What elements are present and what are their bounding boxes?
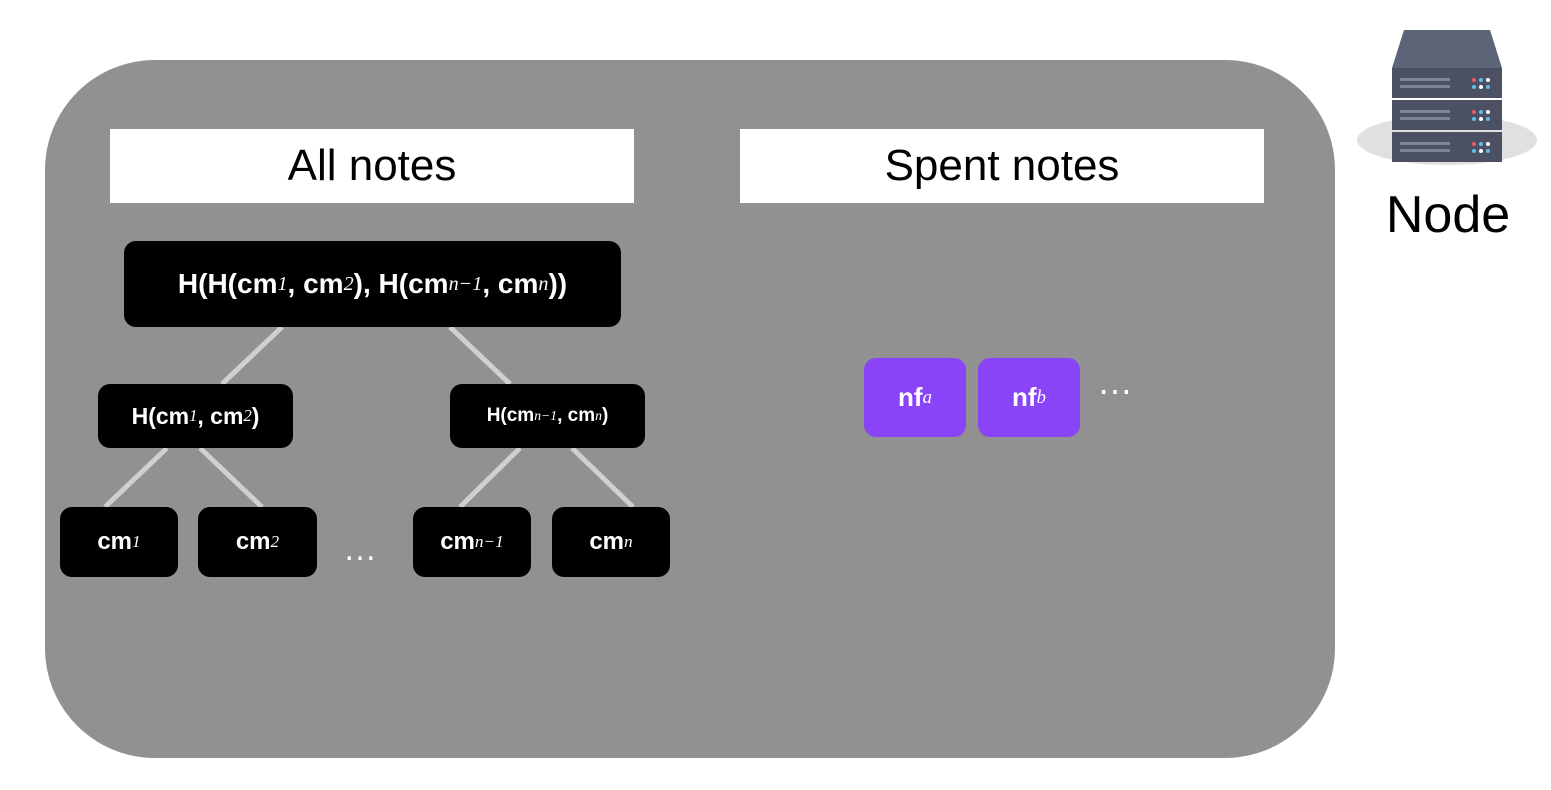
subscript: 2	[243, 406, 252, 425]
label-text: cm	[440, 528, 475, 555]
label-text: , cm	[557, 405, 596, 426]
label-text: H(cm	[131, 402, 190, 429]
label-text: H(cm	[486, 405, 535, 426]
subscript: n−1	[534, 408, 558, 423]
ellipsis: …	[343, 530, 377, 568]
subscript: n	[538, 272, 549, 295]
hash-node: H(cm 1, cm 2)	[98, 384, 293, 448]
root-node: H(H(cm 1, cm 2), H(cm n−1, cm n))	[124, 241, 621, 327]
panel-title: Spent notes	[740, 129, 1264, 203]
label-text: nf	[898, 382, 923, 412]
subscript: b	[1036, 386, 1046, 408]
subscript: n	[624, 532, 633, 551]
edge	[448, 325, 512, 386]
subscript: n−1	[448, 272, 483, 295]
ellipsis: ⋯	[1098, 373, 1132, 411]
subscript: n	[595, 408, 602, 423]
edge	[570, 446, 635, 509]
nullifier: nf a	[864, 358, 966, 437]
label-text: ), H(cm	[353, 268, 449, 299]
subscript: 2	[343, 272, 354, 295]
subscript: 1	[132, 532, 141, 551]
subscript: n−1	[474, 532, 504, 551]
subscript: a	[922, 386, 932, 408]
hash-node: H(cm n−1, cm n)	[450, 384, 645, 448]
label-text: cm	[97, 528, 133, 555]
subscript: 2	[270, 532, 280, 551]
label-text: , cm	[287, 268, 344, 299]
server-label: Node	[1385, 186, 1511, 244]
leaf-node: cm 2	[198, 507, 317, 577]
label-text: )	[251, 402, 260, 429]
leaf-node: cm n−1	[413, 507, 531, 577]
subscript: 1	[189, 406, 198, 425]
server-icon	[1357, 30, 1537, 165]
edge	[458, 446, 522, 509]
edge	[103, 446, 169, 509]
label-text: cm	[589, 528, 625, 555]
label-text: cm	[235, 528, 271, 555]
label-text: ))	[548, 268, 568, 299]
leaf-node: cm 1	[60, 507, 178, 577]
label-text: H(H(cm	[177, 268, 278, 299]
label-text: , cm	[482, 268, 539, 299]
leaf-node: cm n	[552, 507, 670, 577]
edge	[220, 325, 284, 386]
label-text: , cm	[197, 402, 244, 429]
nullifier: nf b	[978, 358, 1080, 437]
panel-title: All notes	[110, 129, 634, 203]
label-text: nf	[1012, 382, 1037, 412]
label-text: )	[601, 405, 609, 426]
edge	[198, 446, 264, 509]
subscript: 1	[277, 272, 288, 295]
